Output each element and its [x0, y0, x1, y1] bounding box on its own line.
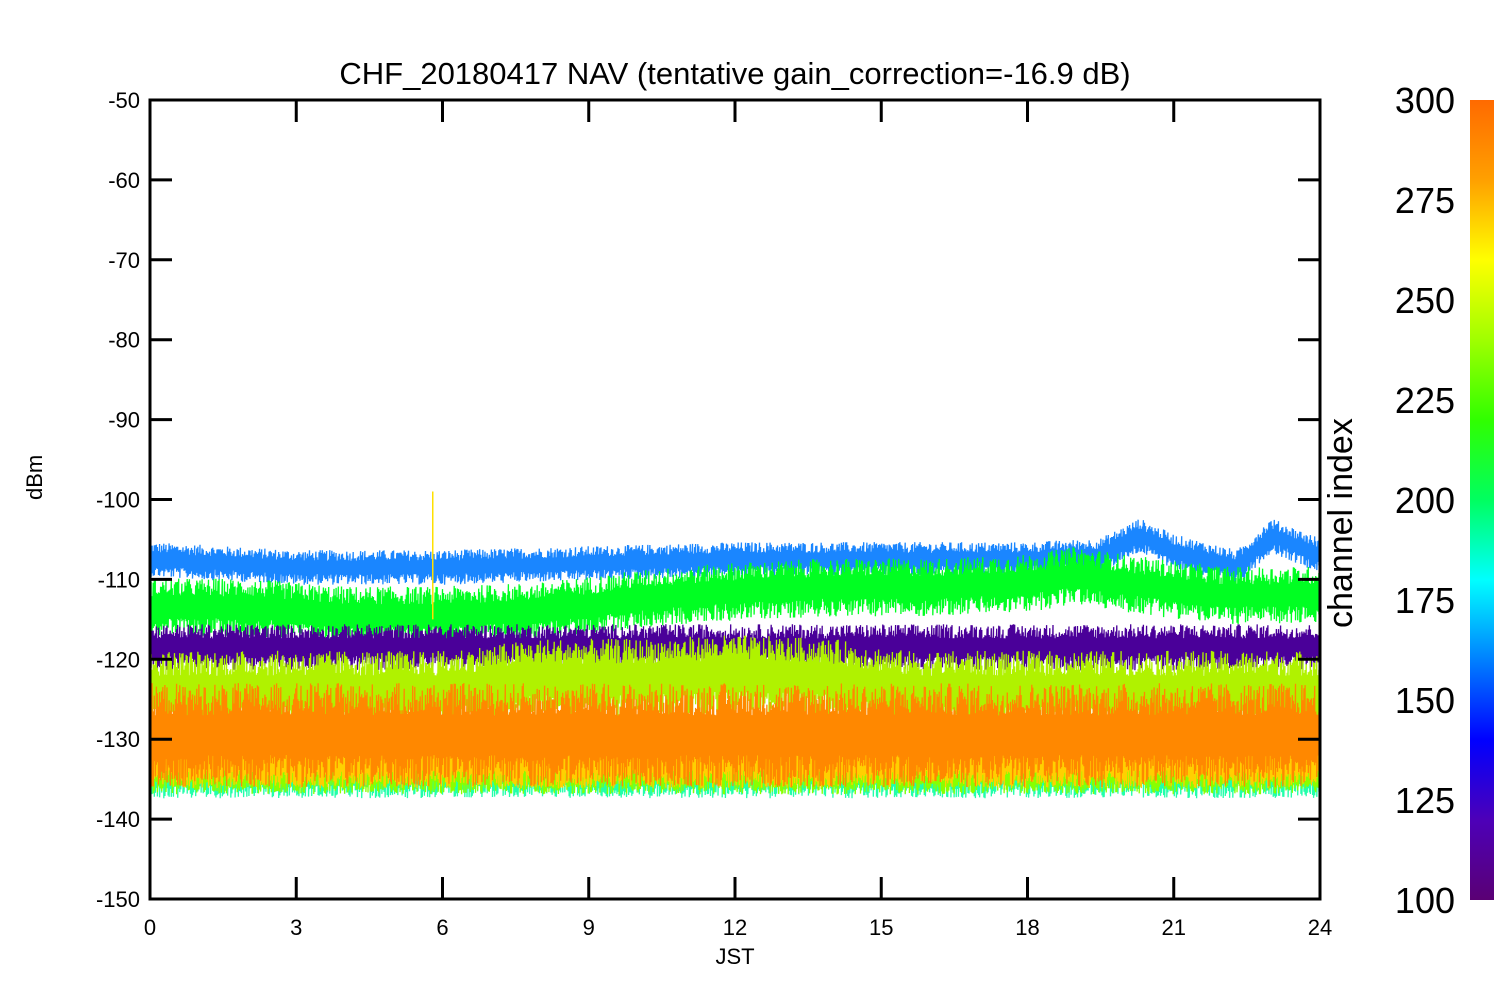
x-tick-label: 15 [869, 915, 893, 940]
colorbar-tick-label: 175 [1395, 580, 1455, 621]
x-tick-label: 21 [1162, 915, 1186, 940]
colorbar-tick-label: 150 [1395, 680, 1455, 721]
y-tick-label: -110 [98, 567, 140, 592]
x-tick-label: 24 [1308, 915, 1332, 940]
series-0-trace [150, 519, 1320, 585]
x-tick-label: 9 [583, 915, 595, 940]
colorbar-tick-label: 275 [1395, 180, 1455, 221]
y-tick-label: -100 [96, 488, 140, 513]
colorbar-tick-label: 225 [1395, 380, 1455, 421]
series-7-trace [150, 683, 1320, 788]
y-axis-label: dBm [22, 454, 47, 500]
colorbar [1470, 100, 1494, 900]
x-axis-label: JST [715, 944, 755, 969]
series-3-trace [150, 635, 1320, 732]
y-tick-label: -140 [96, 807, 140, 832]
plot-area [150, 491, 1320, 799]
colorbar-tick-label: 200 [1395, 480, 1455, 521]
x-tick-label: 18 [1015, 915, 1039, 940]
colorbar-label: channel index [1322, 418, 1360, 628]
y-tick-label: -130 [96, 727, 140, 752]
colorbar-tick-label: 250 [1395, 280, 1455, 321]
y-tick-label: -150 [96, 887, 140, 912]
colorbar-tick-label: 100 [1395, 880, 1455, 921]
x-tick-label: 6 [436, 915, 448, 940]
y-tick-label: -60 [108, 168, 140, 193]
chart-title: CHF_20180417 NAV (tentative gain_correct… [339, 56, 1131, 91]
y-tick-label: -80 [108, 328, 140, 353]
x-axis: 0 3 6 9 12 15 18 21 24 [144, 100, 1332, 940]
y-tick-label: -70 [108, 248, 140, 273]
y-tick-label: -120 [96, 647, 140, 672]
y-tick-label: -90 [108, 408, 140, 433]
x-tick-label: 3 [290, 915, 302, 940]
x-tick-label: 12 [723, 915, 747, 940]
y-axis: -50 -60 -70 -80 -90 -100 -110 -120 -130 -140 -150 [96, 88, 1320, 912]
colorbar-tick-label: 300 [1395, 80, 1455, 121]
colorbar-tick-label: 125 [1395, 780, 1455, 821]
y-tick-label: -50 [108, 88, 140, 113]
x-tick-label: 0 [144, 915, 156, 940]
colorbar-axis: 300 275 250 225 200 175 150 125 100 [1395, 80, 1455, 921]
